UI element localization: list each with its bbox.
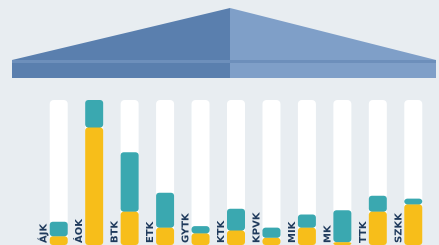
bar-segment [156, 193, 174, 228]
bar-segment [369, 212, 387, 245]
bar-segment [262, 228, 280, 238]
bar-segment [192, 226, 210, 233]
bar-segment [121, 152, 139, 211]
bar-segment [404, 199, 422, 205]
x-tick-label: KPVK [251, 211, 262, 243]
x-tick-label: MK [322, 224, 333, 243]
bar-segment [369, 196, 387, 212]
bar-segment [333, 210, 351, 242]
pillar [262, 100, 280, 245]
chart: ÁJK ÁOK BTK ETK GYTK KTK KPVK MIK MK TTK SZKK [0, 0, 439, 245]
x-tick-label: BTK [110, 220, 121, 243]
bar-segment [298, 215, 316, 228]
x-tick-label: ÁOK [72, 218, 85, 243]
bar-segment [121, 212, 139, 245]
bar-segment [50, 222, 68, 237]
x-tick-label: TTK [358, 220, 369, 243]
x-tick-label: KTK [216, 219, 227, 243]
x-tick-label: ETK [145, 220, 156, 243]
x-tick-label: GYTK [181, 212, 192, 243]
bar-segment [85, 128, 103, 245]
bar-segment [85, 100, 103, 128]
bar-segment [192, 233, 210, 245]
bar-segment [50, 236, 68, 245]
bar-segment [156, 228, 174, 245]
x-tick-label: ÁJK [37, 223, 50, 243]
x-tick-label: SZKK [393, 212, 404, 243]
roof-edge [12, 60, 436, 63]
bar-segment [227, 231, 245, 245]
bar-segment [227, 209, 245, 231]
bar-segment [298, 228, 316, 245]
x-tick-label: MIK [287, 220, 298, 243]
bar-segment [404, 204, 422, 245]
pillar [192, 100, 210, 245]
bar-segment [262, 238, 280, 245]
